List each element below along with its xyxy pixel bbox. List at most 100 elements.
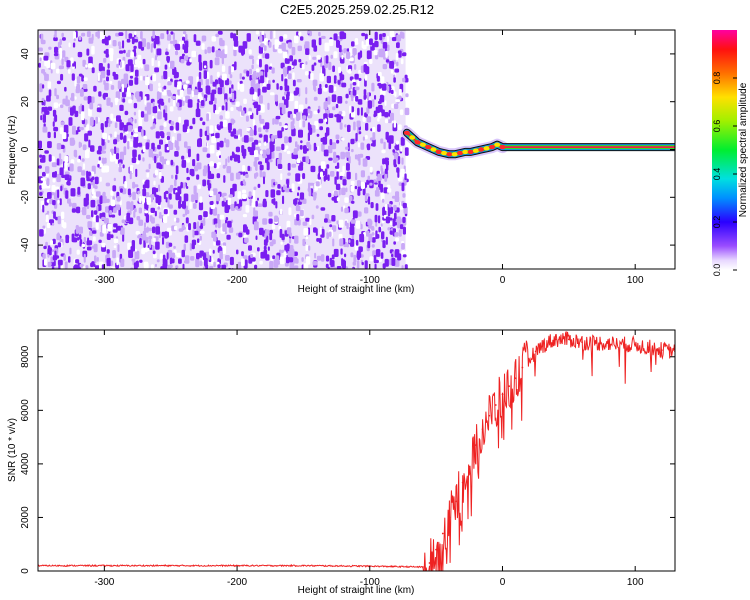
noise-speckle (340, 74, 345, 81)
noise-speckle (202, 179, 206, 187)
noise-speckle (230, 131, 235, 137)
noise-speckle (350, 138, 355, 145)
noise-speckle (284, 262, 289, 267)
noise-speckle (91, 67, 95, 74)
noise-speckle (78, 226, 83, 234)
y-tick-label: 0 (20, 568, 31, 574)
noise-speckle (216, 261, 220, 265)
noise-speckle (126, 52, 131, 58)
noise-speckle (115, 91, 121, 100)
noise-speckle (176, 102, 180, 108)
noise-speckle (216, 151, 220, 157)
snr-point (521, 366, 524, 369)
noise-speckle (350, 238, 355, 247)
spectrogram-x-label: Height of straight line (km) (298, 284, 415, 295)
noise-speckle (53, 53, 59, 57)
noise-speckle (397, 156, 401, 165)
noise-speckle (163, 109, 166, 118)
noise-speckle (77, 158, 81, 163)
noise-speckle (155, 187, 159, 193)
noise-speckle (201, 35, 207, 42)
noise-speckle (125, 64, 130, 72)
snr-point (488, 414, 491, 417)
noise-speckle (263, 125, 266, 130)
noise-speckle (369, 58, 373, 64)
noise-speckle (133, 45, 137, 49)
noise-speckle (61, 211, 65, 219)
noise-speckle (163, 209, 168, 215)
noise-speckle (61, 174, 66, 178)
noise-speckle (319, 126, 323, 131)
noise-speckle (152, 123, 156, 129)
noise-speckle (380, 223, 383, 227)
noise-speckle (253, 186, 257, 191)
noise-speckle (237, 159, 241, 164)
noise-speckle (337, 96, 343, 104)
noise-speckle (138, 117, 143, 127)
noise-speckle (211, 46, 215, 53)
noise-speckle (181, 155, 185, 160)
noise-speckle (397, 50, 402, 58)
noise-speckle (52, 178, 56, 183)
noise-speckle (382, 64, 388, 70)
noise-speckle (209, 248, 212, 256)
noise-speckle (219, 140, 224, 148)
noise-speckle (287, 162, 291, 171)
noise-speckle (99, 195, 103, 205)
noise-speckle (399, 224, 404, 230)
noise-speckle (189, 201, 192, 210)
noise-speckle (134, 59, 140, 65)
snr-point (455, 500, 457, 503)
noise-speckle (253, 221, 259, 231)
noise-speckle (260, 124, 263, 128)
noise-speckle (349, 57, 354, 62)
noise-speckle (307, 115, 312, 119)
spectrogram-trace (400, 126, 675, 161)
noise-speckle (107, 223, 112, 232)
noise-speckle (128, 99, 133, 104)
noise-speckle (52, 199, 56, 206)
snr-x-ticks: -300 -200 -100 0 100 (94, 330, 644, 588)
noise-speckle (106, 76, 109, 82)
noise-speckle (67, 198, 71, 204)
noise-speckle (372, 237, 376, 243)
noise-speckle (47, 81, 52, 89)
noise-speckle (266, 161, 270, 171)
noise-speckle (126, 212, 131, 222)
noise-speckle (204, 65, 207, 69)
noise-speckle (369, 182, 373, 186)
noise-speckle (206, 135, 210, 141)
noise-speckle (375, 234, 380, 239)
noise-speckle (131, 258, 136, 262)
noise-speckle (57, 189, 60, 198)
noise-speckle (359, 233, 365, 243)
noise-speckle (114, 146, 117, 154)
noise-speckle (48, 247, 52, 252)
noise-speckle (357, 79, 360, 87)
noise-speckle (203, 94, 208, 99)
x-tick-label: 100 (627, 577, 644, 588)
noise-speckle (278, 48, 283, 54)
snr-point (528, 358, 530, 361)
noise-speckle (75, 225, 79, 234)
noise-speckle (53, 211, 56, 219)
noise-speckle (321, 226, 324, 230)
noise-speckle (200, 222, 203, 230)
noise-speckle (347, 124, 351, 133)
noise-speckle (79, 234, 82, 240)
noise-speckle (349, 226, 355, 235)
noise-speckle (200, 100, 205, 107)
noise-speckle (309, 182, 315, 186)
noise-speckle (380, 252, 384, 259)
noise-speckle (302, 238, 306, 247)
noise-speckle (128, 33, 133, 39)
noise-speckle (213, 207, 218, 216)
noise-speckle (348, 239, 351, 243)
noise-speckle (303, 263, 309, 269)
noise-speckle (257, 197, 259, 201)
noise-speckle (131, 240, 135, 248)
noise-speckle (146, 197, 152, 205)
noise-speckle (230, 107, 234, 111)
noise-speckle (372, 179, 377, 183)
noise-speckle (279, 85, 283, 91)
